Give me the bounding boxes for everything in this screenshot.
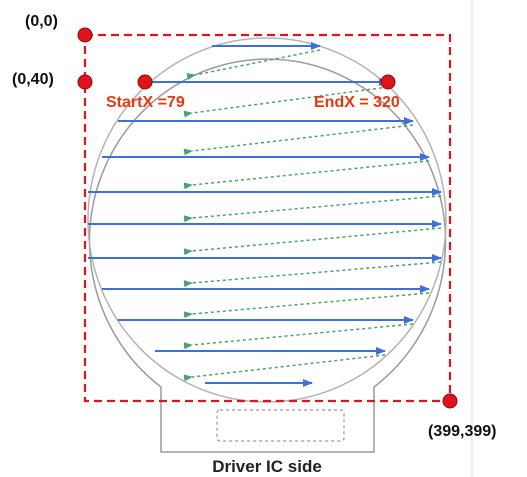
retrace-line	[183, 160, 430, 190]
scan-lines	[88, 42, 442, 387]
red-dot-icon	[442, 393, 458, 409]
retrace-line	[183, 124, 414, 156]
end-x-label: EndX = 320	[314, 94, 400, 111]
red-dot-icon	[137, 74, 153, 90]
retrace-line	[183, 354, 386, 382]
retrace-line	[183, 292, 430, 319]
markers	[77, 27, 458, 409]
driver-ic-side-label: Driver IC side	[212, 457, 322, 476]
addressable-area-frame	[83, 33, 452, 403]
driver-ic-chip-outline	[216, 409, 345, 442]
red-dot-icon	[77, 27, 93, 43]
start-x-label: StartX =79	[106, 94, 185, 111]
retrace-line	[183, 323, 414, 350]
red-dot-icon	[380, 74, 396, 90]
retrace-lines	[183, 49, 442, 382]
bottom-right-label: (399,399)	[428, 423, 497, 440]
origin-label: (0,0)	[25, 13, 58, 30]
panel-outline	[88, 58, 447, 453]
retrace-line	[183, 86, 389, 118]
row-40-label: (0,40)	[12, 71, 54, 88]
red-dot-icon	[77, 74, 93, 90]
